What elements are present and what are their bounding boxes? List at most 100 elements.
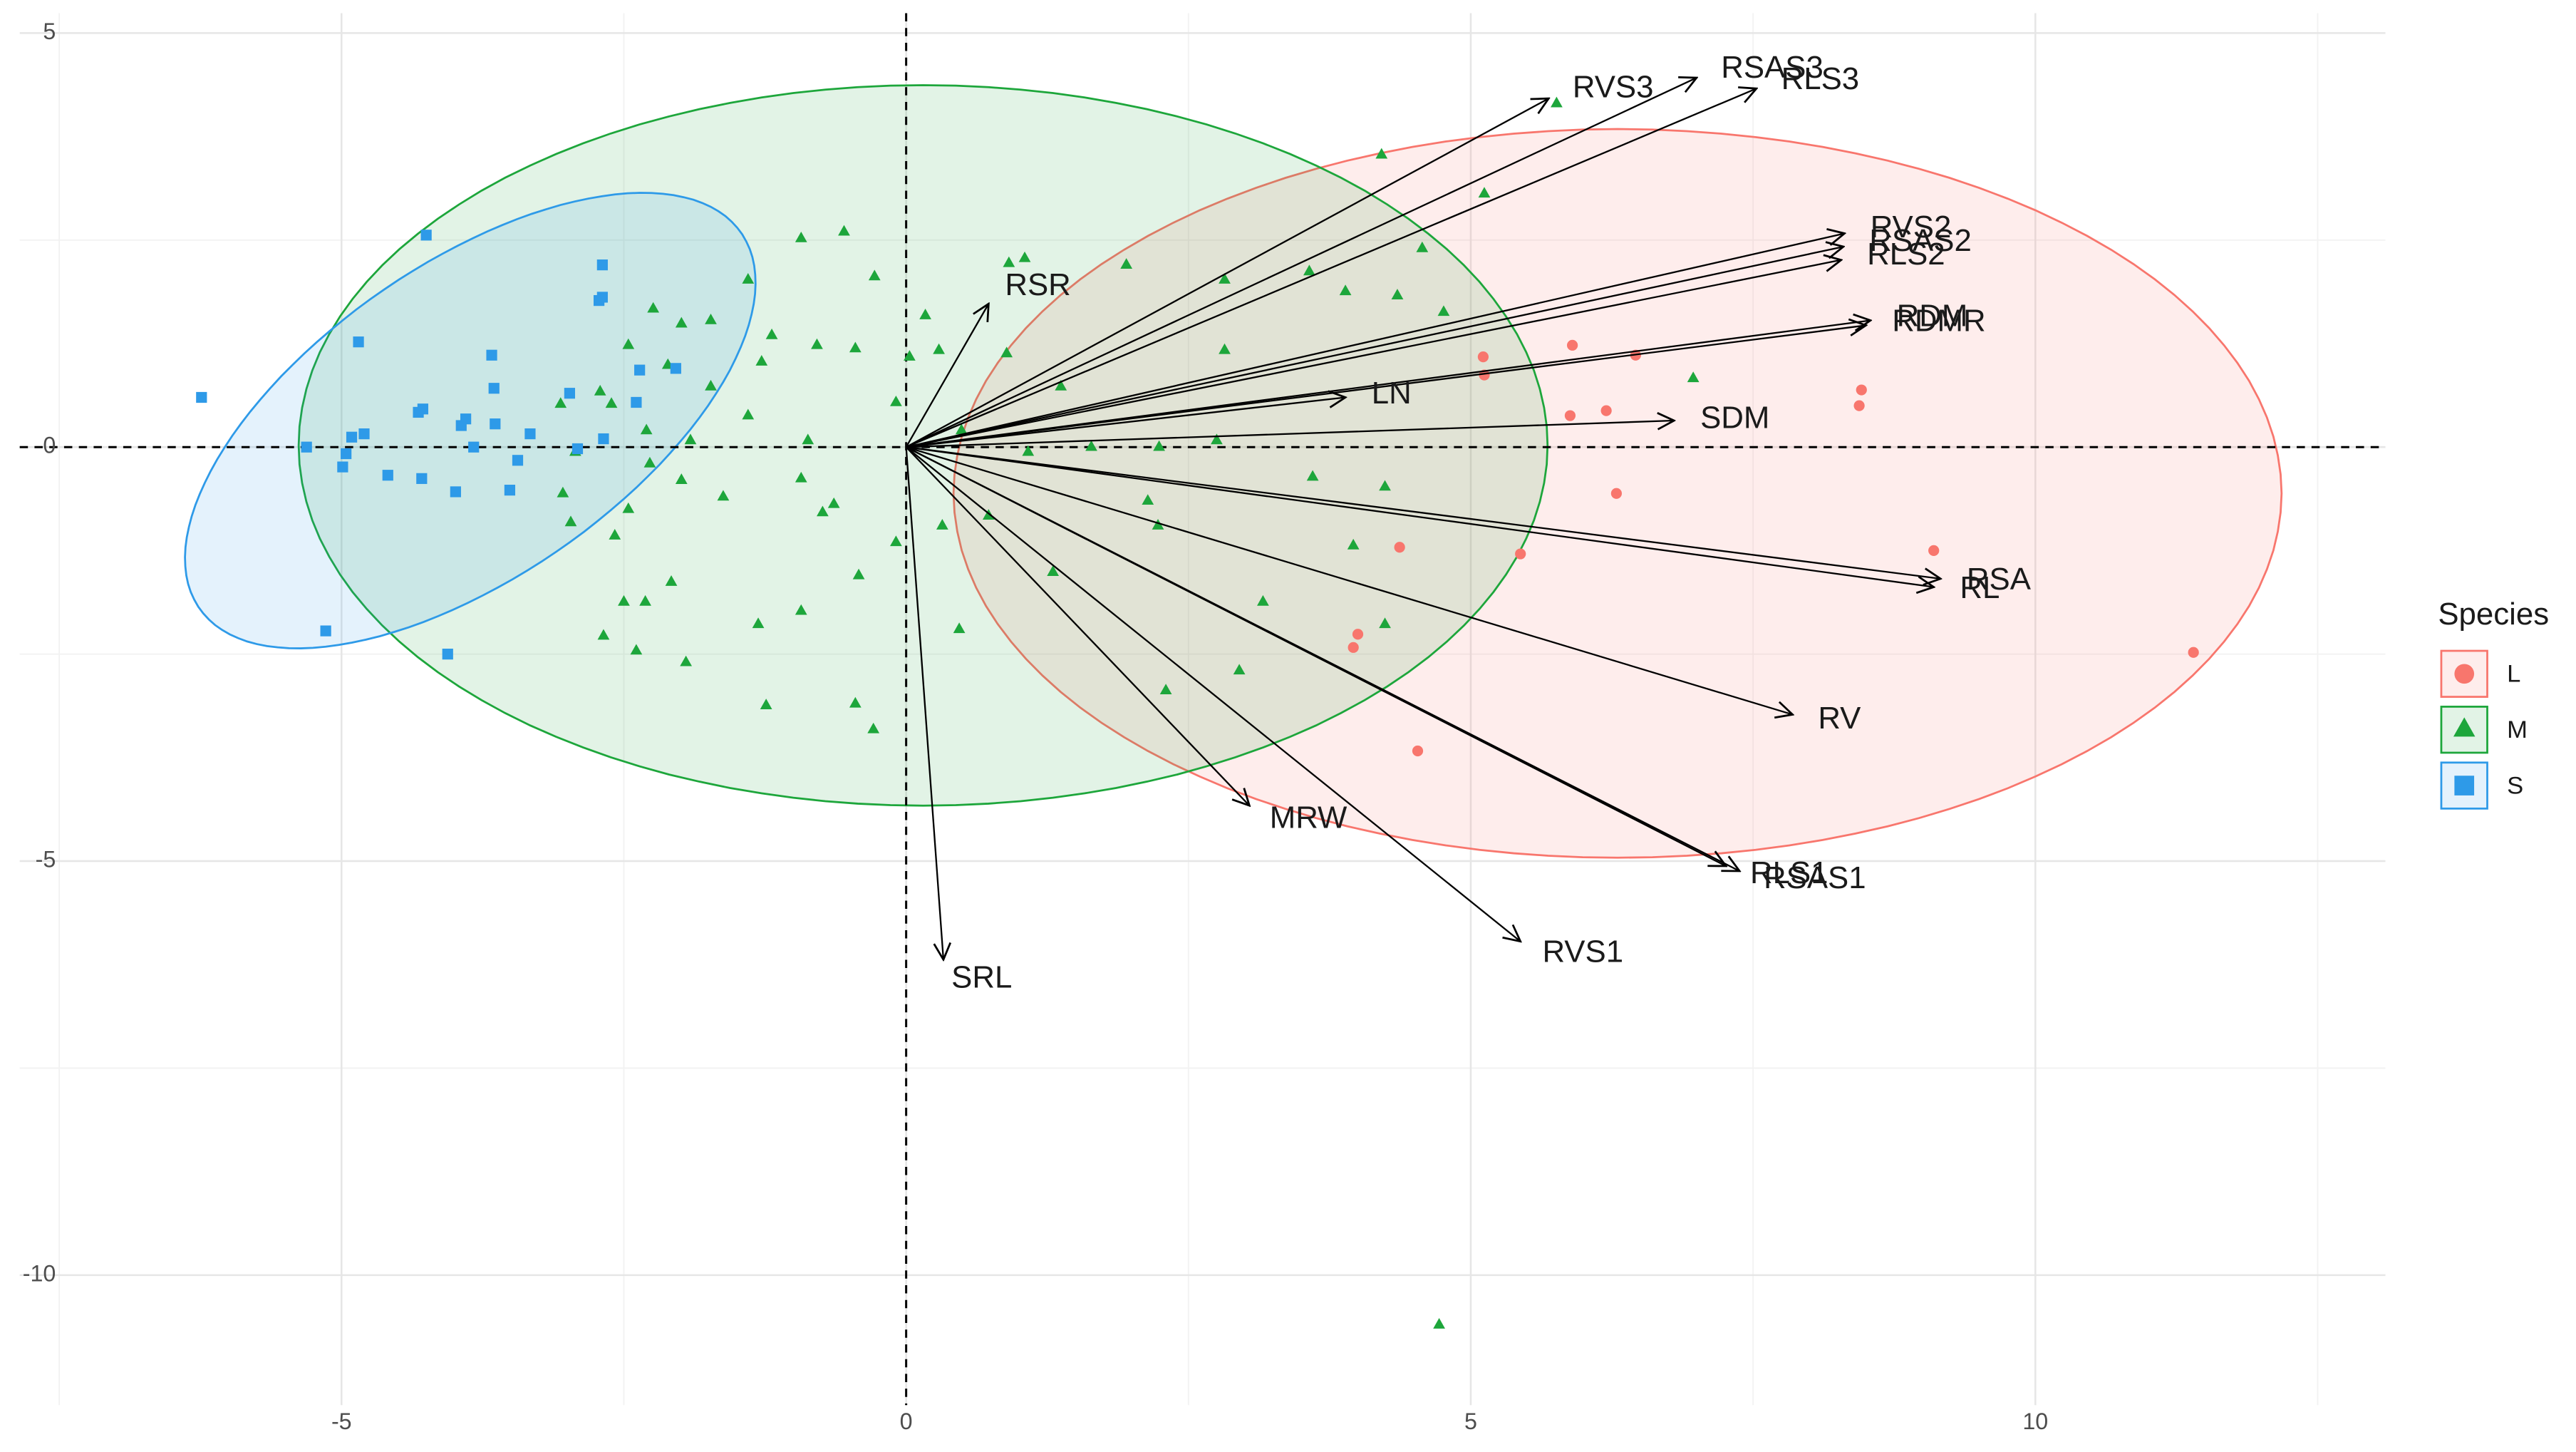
arrow-label: RSA (1967, 562, 2032, 597)
point (554, 397, 567, 408)
arrow-label: RLS1 (1750, 855, 1828, 890)
point (647, 302, 660, 313)
point (420, 230, 432, 241)
arrow-label: RSAS2 (1869, 223, 1972, 258)
point (353, 336, 364, 348)
point (1478, 187, 1491, 198)
point (1003, 256, 1015, 267)
x-tick-label: 0 (900, 1409, 913, 1434)
point (1347, 538, 1360, 550)
point (643, 456, 656, 468)
point (557, 486, 569, 498)
arrow-label: RLS3 (1781, 61, 1860, 96)
arrow-label: SRL (951, 959, 1012, 994)
legend-title: Species (2438, 597, 2549, 632)
arrow-label: MRW (1270, 800, 1348, 835)
point (955, 423, 968, 435)
point (1379, 480, 1391, 491)
point (1687, 371, 1700, 383)
loading-arrow (906, 247, 1843, 448)
point (631, 396, 642, 408)
point (382, 470, 393, 481)
point (1375, 148, 1388, 159)
arrow-label: RVS1 (1542, 934, 1623, 969)
point (1159, 684, 1172, 695)
point (504, 485, 516, 496)
point (609, 528, 621, 540)
point (817, 505, 829, 517)
point (849, 696, 862, 708)
point (301, 441, 312, 453)
point (933, 343, 945, 354)
point (765, 328, 778, 339)
point (1022, 445, 1035, 456)
point (811, 338, 823, 349)
point (1085, 440, 1097, 451)
y-tick-label: 5 (43, 19, 56, 44)
point (1047, 565, 1060, 576)
point (337, 461, 348, 473)
point (640, 423, 653, 435)
loading-arrow (906, 88, 1757, 448)
point (450, 486, 461, 498)
point (486, 349, 497, 361)
arrow-label: RVS3 (1573, 70, 1654, 105)
legend-symbol (2454, 664, 2475, 684)
point (760, 699, 772, 709)
arrow-label: RDMR (1892, 304, 1985, 339)
point (755, 355, 768, 366)
point (795, 471, 807, 483)
point (1433, 1318, 1445, 1329)
point (320, 625, 331, 637)
point (417, 403, 429, 415)
point (1477, 351, 1489, 363)
point (346, 431, 358, 443)
point (890, 395, 902, 406)
point (1379, 617, 1391, 629)
point (904, 350, 916, 361)
legend-symbol (2453, 717, 2476, 737)
point (564, 515, 577, 527)
ellipses (184, 84, 2283, 859)
point (1394, 542, 1405, 553)
point (1515, 548, 1526, 560)
loading-arrow (906, 398, 1345, 448)
point (618, 594, 630, 606)
point (605, 397, 618, 408)
point (838, 225, 850, 236)
point (468, 441, 480, 453)
point (341, 448, 352, 460)
point (1152, 519, 1164, 530)
x-tick-label: 10 (2022, 1409, 2048, 1434)
point (490, 418, 501, 430)
point (594, 384, 606, 396)
loading-arrow (906, 446, 1934, 587)
loading-arrow (906, 98, 1549, 448)
point (593, 294, 605, 307)
point (1219, 343, 1231, 354)
point (1142, 494, 1154, 505)
arrow-label: RSR (1005, 267, 1070, 302)
arrow-label: RSAS1 (1764, 860, 1866, 895)
loading-arrow (906, 233, 1845, 448)
point (1437, 305, 1450, 316)
arrow-label: RL (1960, 570, 2000, 605)
point (802, 433, 814, 445)
point (196, 391, 207, 403)
point (639, 594, 651, 606)
point (597, 629, 610, 640)
point (622, 502, 635, 513)
point (827, 497, 840, 508)
point (571, 443, 584, 455)
loading-arrow (905, 447, 943, 959)
reference-lines (19, 13, 2386, 1406)
loading-arrow (906, 421, 1675, 448)
axes: -5 0 5 10 5 0 -5 -10 (23, 19, 2049, 1434)
arrow-label: SDM (1700, 401, 1769, 436)
point (564, 388, 576, 399)
point (936, 519, 948, 530)
point (622, 338, 635, 349)
point (634, 364, 646, 376)
